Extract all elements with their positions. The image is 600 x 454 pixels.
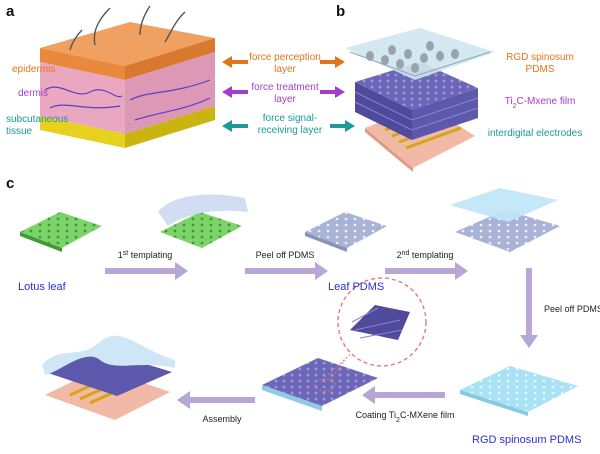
label-text: epidermis: [12, 64, 55, 75]
panel-label: c: [6, 175, 14, 192]
label-text: interdigital electrodes: [488, 128, 583, 139]
step-label: Peel off PDMS: [544, 304, 600, 314]
label-text: Peel off PDMS: [256, 250, 315, 260]
label-text: 2: [396, 417, 400, 424]
label-text: dermis: [18, 88, 48, 99]
label-text: force treatment: [251, 82, 318, 93]
label-text: force perception: [249, 52, 321, 63]
label-text: Lotus leaf: [18, 281, 67, 293]
label-text: tissue: [6, 126, 33, 137]
label-text: Coating Ti: [356, 410, 397, 420]
connector-arrows: [222, 56, 355, 132]
label-text: nd: [402, 250, 410, 257]
device-label: Ti2C-Mxene film: [505, 96, 576, 110]
label-text: subcutaneous: [6, 114, 68, 125]
label-text: 1: [118, 250, 123, 260]
function-label: force signal-receiving layer: [258, 113, 323, 136]
skin-label: dermis: [18, 88, 48, 99]
material-label: RGD spinosum PDMS: [472, 434, 581, 446]
step-label: 2nd templating: [397, 250, 454, 261]
label-text: st: [123, 250, 129, 257]
label-text: 2: [397, 250, 402, 260]
step-label: Coating Ti2C-MXene film: [356, 410, 455, 424]
label-text: layer: [274, 64, 296, 75]
label-text: receiving layer: [258, 125, 323, 136]
label-text: templating: [128, 250, 172, 260]
label-text: layer: [274, 94, 296, 105]
device-illustration: [345, 28, 495, 172]
skin-label: subcutaneous tissue: [6, 114, 68, 137]
label-text: Assembly: [202, 414, 242, 424]
label-line: Coating Ti2C-MXene film: [356, 410, 455, 424]
material-label: Leaf PDMS: [328, 281, 384, 293]
step-label: 1st templating: [118, 250, 173, 261]
label-text: Leaf PDMS: [328, 281, 384, 293]
skin-illustration: [40, 5, 215, 148]
panel-label: a: [6, 3, 15, 20]
label-text: PDMS: [526, 64, 555, 75]
label-line: 1st templating: [118, 250, 173, 261]
skin-label: epidermis: [12, 64, 55, 75]
function-label: force perception layer: [249, 52, 321, 75]
function-label: force treatment layer: [251, 82, 318, 105]
label-text: RGD spinosum PDMS: [472, 434, 581, 446]
step-label: Assembly: [202, 414, 242, 424]
process-arrows: [105, 262, 538, 409]
device-label: RGD spinosum PDMS: [506, 52, 574, 75]
fabrication-illustration: [20, 188, 578, 420]
label-text: C-Mxene film: [516, 96, 575, 107]
material-label: Lotus leaf: [18, 281, 67, 293]
label-text: Ti: [505, 96, 513, 107]
step-label: Peel off PDMS: [256, 250, 315, 260]
label-line: Ti2C-Mxene film: [505, 96, 576, 110]
label-text: force signal-: [263, 113, 317, 124]
label-text: templating: [409, 250, 453, 260]
label-text: Peel off PDMS: [544, 304, 600, 314]
label-line: 2nd templating: [397, 250, 454, 261]
label-text: RGD spinosum: [506, 52, 574, 63]
label-text: 2: [513, 103, 517, 110]
device-label: interdigital electrodes: [488, 128, 583, 139]
panel-label: b: [336, 3, 345, 20]
label-text: C-MXene film: [400, 410, 455, 420]
